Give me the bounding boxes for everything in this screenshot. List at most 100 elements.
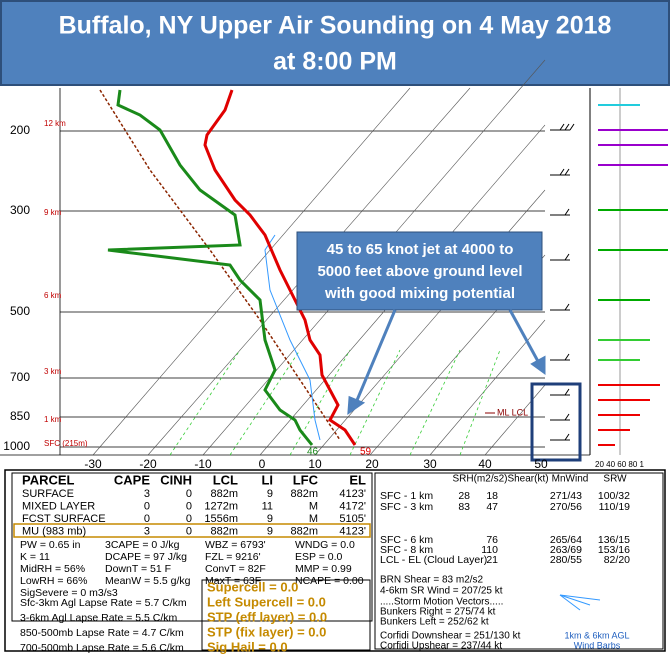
pressure-label: 700	[10, 370, 30, 384]
pressure-label: 200	[10, 123, 30, 137]
parcel-cell: 4123'	[339, 488, 366, 500]
parcel-cell: 11	[262, 500, 273, 512]
mixing-line	[99, 89, 341, 441]
parameter: WNDG = 0.0	[295, 539, 355, 551]
parcel-cell: 3	[144, 525, 150, 537]
kinematic-cell: 270/56	[550, 501, 582, 513]
index: Sig Hail = 0.0	[207, 639, 288, 654]
parcel-header: LI	[261, 472, 273, 487]
kinematic-cell: 18	[486, 490, 498, 502]
callout-text: 5000 feet above ground level	[317, 263, 522, 280]
kinematic-box	[374, 472, 664, 650]
kinematic-cell: 280/55	[550, 554, 582, 566]
parameter: MidRH = 56%	[20, 563, 85, 575]
height-label: 3 km	[44, 367, 62, 376]
parcel-cell: 4123'	[339, 525, 366, 537]
parameter: K = 11	[20, 551, 50, 563]
pressure-label: 300	[10, 203, 30, 217]
temperature-profile	[203, 89, 357, 446]
temperature-label: 30	[423, 457, 437, 471]
parcel-cell: 882m	[210, 525, 238, 537]
parcel-cell: 0	[186, 488, 192, 500]
temperature-label: 40	[478, 457, 492, 471]
kinematic-cell: 47	[486, 501, 498, 513]
kinematic-note: Bunkers Left = 252/62 kt	[380, 617, 489, 628]
parcel-header: EL	[349, 472, 366, 487]
parameter: ConvT = 82F	[205, 563, 266, 575]
index: Left Supercell = 0.0	[207, 594, 326, 609]
kinematic-cell: 100/32	[598, 490, 630, 502]
parcel-cell: M	[309, 500, 318, 512]
parameter: DownT = 51 F	[105, 563, 171, 575]
parameter: MaxT = 63F	[205, 575, 261, 587]
kinematic-cell: LCL - EL (Cloud Layer)	[380, 554, 487, 566]
pressure-label: 1000	[3, 439, 30, 453]
parameter: MeanW = 5.5 g/kg	[105, 575, 191, 587]
index-box	[201, 579, 371, 651]
kinematic-cell: 110	[481, 544, 498, 556]
temperature-label: -20	[139, 457, 157, 471]
kinematic-cell: 76	[486, 534, 498, 546]
kinematic-note: BRN Shear = 83 m2/s2	[380, 575, 484, 586]
kinematic-cell: 271/43	[550, 490, 582, 502]
parcel-cell: 5105'	[339, 513, 366, 525]
parameter: MMP = 0.99	[295, 563, 352, 575]
parcel-cell: 0	[186, 513, 192, 525]
parcel-header: CAPE	[114, 472, 150, 487]
parameter: LowRH = 66%	[20, 575, 87, 587]
hodograph-axis: 20 40 60 80 1	[595, 460, 644, 469]
parcel-cell: 4172'	[339, 500, 366, 512]
kinematic-header: Shear(kt)	[507, 474, 548, 485]
parcel-cell: FCST SURFACE	[22, 513, 106, 525]
temperature-label: 20	[365, 457, 379, 471]
lcl-label: ML LCL	[497, 407, 528, 417]
kinematic-header: SRH(m2/s2)	[452, 474, 507, 485]
height-label: SFC (215m)	[44, 439, 88, 448]
kinematic-cell: 136/15	[598, 534, 630, 546]
parcel-header: LCL	[213, 472, 238, 487]
index: STP (fix layer) = 0.0	[207, 624, 326, 639]
parameter: WBZ = 6793'	[205, 539, 266, 551]
pressure-label: 850	[10, 409, 30, 423]
kinematic-cell: 263/69	[550, 544, 582, 556]
hodograph-panel	[589, 88, 668, 455]
kinematic-cell: 265/64	[550, 534, 582, 546]
dewpoint-value: 46	[307, 447, 319, 458]
dewpoint-profile	[107, 89, 314, 446]
index: STP (eff layer) = 0.0	[207, 609, 327, 624]
kinematic-cell: SFC - 1 km	[380, 490, 433, 502]
adiabats	[169, 349, 501, 456]
parameter: PW = 0.65 in	[20, 539, 81, 551]
kinematic-note: 4-6km SR Wind = 207/25 kt	[380, 586, 503, 597]
kinematic-cell: 21	[486, 554, 498, 566]
lapse-rate: 700-500mb Lapse Rate = 5.6 C/km	[20, 642, 184, 654]
title: Buffalo, NY Upper Air Sounding on 4 May …	[59, 12, 612, 40]
mu-row-box	[13, 523, 371, 538]
kinematic-note: Bunkers Right = 275/74 kt	[380, 607, 496, 618]
parameter: ESP = 0.0	[295, 551, 343, 563]
bunkers-vectors	[559, 594, 601, 611]
parcel-cell: M	[309, 513, 318, 525]
parcel-cell: MU (983 mb)	[22, 525, 86, 537]
kinematic-cell: 28	[458, 490, 470, 502]
height-label: 12 km	[44, 119, 66, 128]
parcel-cell: 3	[144, 488, 150, 500]
wind-barbs	[550, 123, 575, 441]
height-label: 6 km	[44, 291, 62, 300]
parcel-header: LFC	[293, 472, 319, 487]
temperature-label: 10	[308, 457, 322, 471]
title: at 8:00 PM	[273, 48, 397, 76]
kinematic-note: Corfidi Upshear = 237/44 kt	[380, 641, 502, 652]
kinematic-cell: 82/20	[604, 554, 630, 566]
parcel-box	[11, 472, 373, 622]
parcel-cell: MIXED LAYER	[22, 500, 95, 512]
parameter: NCAPE = 0.00	[295, 575, 364, 587]
temperature-label: 0	[259, 457, 266, 471]
parameter: SigSevere = 0 m3/s3	[20, 587, 118, 599]
temperature-label: 50	[534, 457, 548, 471]
parcel-cell: 1556m	[204, 513, 238, 525]
callout-arrows	[347, 309, 546, 416]
lapse-rate: 3-6km Agl Lapse Rate = 5.5 C/km	[20, 612, 178, 624]
lapse-rate: Sfc-3km Agl Lapse Rate = 5.7 C/km	[20, 597, 187, 609]
